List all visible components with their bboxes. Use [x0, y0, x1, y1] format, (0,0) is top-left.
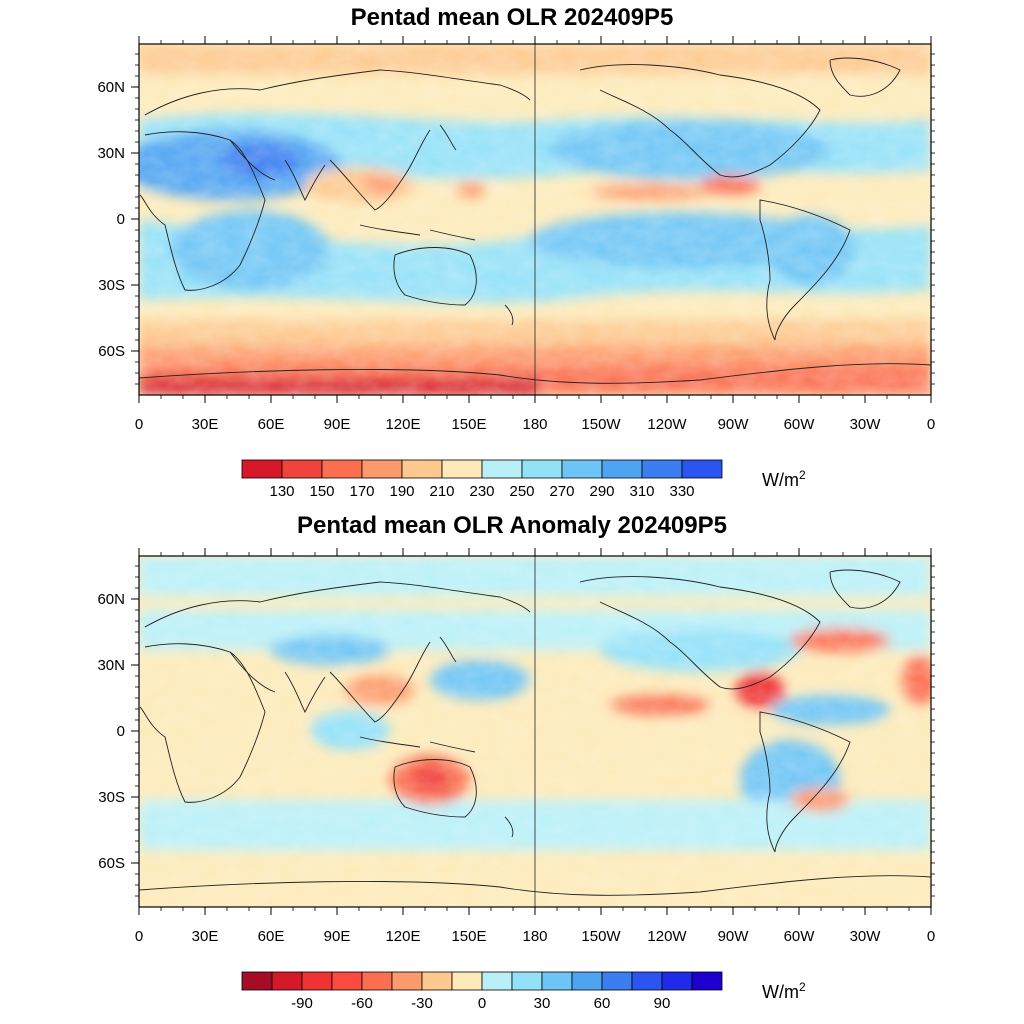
colorbar-swatch	[391, 971, 423, 991]
coastlines-1-icon	[139, 57, 931, 384]
colorbar-label: 30	[534, 995, 551, 1012]
colorbar-swatch	[631, 971, 663, 991]
lon-tick-label: 60W	[784, 928, 816, 945]
colorbar-swatch	[281, 459, 323, 479]
lat-tick-label: 30N	[97, 145, 125, 162]
lon-tick-label: 60W	[784, 416, 816, 433]
colorbar-swatch	[681, 459, 723, 479]
lon-tick-label: 30E	[192, 928, 219, 945]
colorbar-swatch	[421, 971, 453, 991]
colorbar-label: 0	[478, 995, 486, 1012]
colorbar-swatch	[521, 459, 563, 479]
panel-1-title: Pentad mean OLR 202409P5	[350, 4, 674, 31]
lat-tick-label: 60N	[97, 591, 125, 608]
colorbar-label: 60	[594, 995, 611, 1012]
colorbar-label: 150	[309, 483, 334, 500]
colorbar-label: 130	[269, 483, 294, 500]
panel-2-map	[139, 556, 931, 907]
colorbar-swatch	[641, 459, 683, 479]
colorbar-swatch	[561, 459, 603, 479]
colorbar-label: 90	[654, 995, 671, 1012]
colorbar-swatch	[401, 459, 443, 479]
coastlines-2-icon	[139, 569, 931, 896]
lon-tick-label: 180	[522, 928, 547, 945]
lon-tick-label: 120E	[385, 928, 420, 945]
colorbar-label: 290	[589, 483, 614, 500]
lon-tick-label: 60E	[258, 416, 285, 433]
lon-tick-label: 150W	[581, 928, 621, 945]
lon-tick-label: 30W	[850, 928, 882, 945]
lon-tick-label: 0	[927, 928, 935, 945]
colorbar-swatch	[441, 459, 483, 479]
colorbar-swatch	[361, 971, 393, 991]
colorbar-label: 330	[669, 483, 694, 500]
lon-tick-label: 150W	[581, 416, 621, 433]
colorbar-swatch	[241, 971, 273, 991]
lon-tick-label: 120E	[385, 416, 420, 433]
lon-tick-label: 120W	[647, 416, 687, 433]
lon-tick-label: 90W	[718, 928, 750, 945]
lon-tick-label: 90W	[718, 416, 750, 433]
colorbar-label: 250	[509, 483, 534, 500]
lon-tick-label: 90E	[324, 416, 351, 433]
colorbar-swatch	[271, 971, 303, 991]
colorbar-swatch	[571, 971, 603, 991]
colorbar-swatch	[601, 459, 643, 479]
lat-tick-label: 30S	[98, 789, 125, 806]
lat-tick-label: 60S	[98, 855, 125, 872]
colorbar-label: -90	[291, 995, 313, 1012]
colorbar-label: 310	[629, 483, 654, 500]
lon-tick-label: 0	[927, 416, 935, 433]
colorbar-swatch	[361, 459, 403, 479]
lon-tick-label: 150E	[451, 416, 486, 433]
colorbar-label: -60	[351, 995, 373, 1012]
lon-tick-label: 60E	[258, 928, 285, 945]
lon-tick-label: 180	[522, 416, 547, 433]
colorbar-swatch	[301, 971, 333, 991]
lon-tick-label: 150E	[451, 928, 486, 945]
lat-tick-label: 0	[117, 211, 125, 228]
colorbar-swatch	[691, 971, 723, 991]
colorbar-swatch	[481, 459, 523, 479]
units-label-1: W/m2	[762, 468, 806, 490]
lon-tick-label: 30E	[192, 416, 219, 433]
units-label-2: W/m2	[762, 980, 806, 1002]
colorbar-swatch	[331, 971, 363, 991]
colorbar-swatch	[451, 971, 483, 991]
colorbar-swatch	[511, 971, 543, 991]
lon-tick-label: 90E	[324, 928, 351, 945]
lat-tick-label: 60N	[97, 79, 125, 96]
colorbar-swatch	[601, 971, 633, 991]
colorbar-label: 190	[389, 483, 414, 500]
colorbar-swatch	[321, 459, 363, 479]
colorbar-label: 230	[469, 483, 494, 500]
lat-tick-label: 30S	[98, 277, 125, 294]
colorbar-label: 210	[429, 483, 454, 500]
colorbar-label: 170	[349, 483, 374, 500]
lon-tick-label: 120W	[647, 928, 687, 945]
lat-tick-label: 60S	[98, 343, 125, 360]
colorbar-swatch	[541, 971, 573, 991]
lon-tick-label: 0	[135, 416, 143, 433]
panel-2-title: Pentad mean OLR Anomaly 202409P5	[297, 512, 727, 539]
colorbar-swatch	[661, 971, 693, 991]
colorbar-label: 270	[549, 483, 574, 500]
colorbar-label: -30	[411, 995, 433, 1012]
lat-tick-label: 0	[117, 723, 125, 740]
panel-1-map	[139, 44, 931, 395]
colorbar-swatch	[481, 971, 513, 991]
colorbar-swatch	[241, 459, 283, 479]
lon-tick-label: 0	[135, 928, 143, 945]
lat-tick-label: 30N	[97, 657, 125, 674]
lon-tick-label: 30W	[850, 416, 882, 433]
